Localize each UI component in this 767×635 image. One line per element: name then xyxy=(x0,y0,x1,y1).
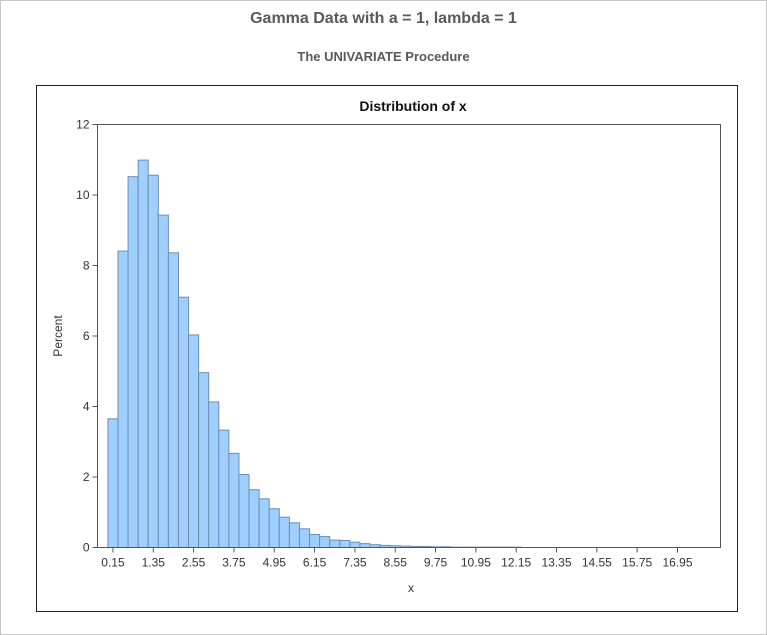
x-tick-label: 12.15 xyxy=(501,556,531,570)
histogram-bar xyxy=(339,539,351,549)
histogram-bar xyxy=(329,539,341,548)
histogram-bar xyxy=(107,418,119,548)
chart-title: Distribution of x xyxy=(359,98,467,114)
x-tick-label: 10.95 xyxy=(461,556,491,570)
x-tick-label: 2.55 xyxy=(182,556,206,570)
x-tick-label: 4.95 xyxy=(263,556,287,570)
histogram-bar xyxy=(137,159,149,548)
histogram-bar xyxy=(117,250,129,549)
histogram-bar xyxy=(157,214,169,548)
histogram-bar xyxy=(278,516,290,548)
histogram-bar xyxy=(248,489,260,549)
histogram-bar xyxy=(147,174,159,548)
y-tick-label: 0 xyxy=(83,541,90,555)
histogram-bar xyxy=(298,528,311,549)
x-axis: 0.15 1.35 2.55 3.75 4.95 6.15 7.35 8.55 9.75 10.9… xyxy=(101,547,693,570)
y-axis: 0 2 4 6 8 10 12 xyxy=(76,118,98,555)
histogram-bar xyxy=(167,252,179,548)
y-tick-label: 4 xyxy=(83,400,90,414)
histogram-bar xyxy=(127,176,139,548)
x-tick-label: 0.15 xyxy=(101,556,125,570)
histogram-bar xyxy=(319,536,331,549)
x-tick-label: 13.35 xyxy=(542,556,572,570)
histogram-bar xyxy=(228,452,240,549)
x-tick-label: 16.95 xyxy=(662,556,692,570)
x-tick-label: 1.35 xyxy=(142,556,166,570)
x-axis-label: x xyxy=(408,581,414,595)
x-tick-label: 9.75 xyxy=(424,556,448,570)
x-tick-label: 8.55 xyxy=(384,556,408,570)
bars-group xyxy=(107,159,522,549)
x-tick-label: 14.55 xyxy=(582,556,612,570)
y-tick-label: 10 xyxy=(76,188,90,202)
histogram-bar xyxy=(359,543,371,548)
procedure-subtitle: The UNIVARIATE Procedure xyxy=(297,49,470,64)
histogram-bar xyxy=(238,474,250,548)
x-tick-label: 15.75 xyxy=(622,556,652,570)
histogram-bar xyxy=(288,522,300,549)
histogram-bar xyxy=(198,372,210,548)
y-axis-label: Percent xyxy=(51,315,65,357)
histogram-bar xyxy=(258,498,270,549)
page-title: Gamma Data with a = 1, lambda = 1 xyxy=(250,10,517,27)
histogram-bar xyxy=(218,429,230,548)
histogram-bar xyxy=(268,508,280,549)
y-tick-label: 12 xyxy=(76,118,90,132)
histogram-bar xyxy=(349,541,361,549)
histogram-bar xyxy=(188,334,200,548)
histogram-bar xyxy=(309,533,321,549)
x-tick-label: 3.75 xyxy=(222,556,246,570)
x-tick-label: 7.35 xyxy=(343,556,367,570)
y-tick-label: 6 xyxy=(83,329,90,343)
histogram-bar xyxy=(208,401,220,549)
y-tick-label: 2 xyxy=(83,470,90,484)
y-tick-label: 8 xyxy=(83,259,90,273)
x-tick-label: 6.15 xyxy=(303,556,327,570)
histogram-bar xyxy=(177,296,190,548)
